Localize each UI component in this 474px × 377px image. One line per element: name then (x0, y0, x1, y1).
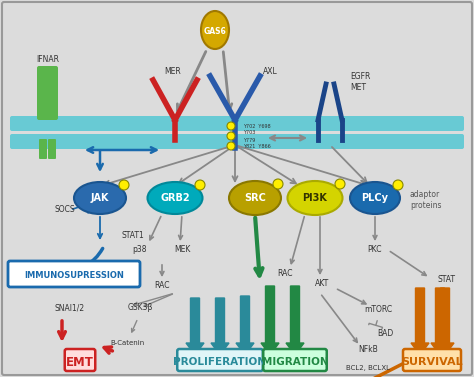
Circle shape (273, 179, 283, 189)
Circle shape (227, 132, 235, 140)
FancyBboxPatch shape (263, 349, 327, 371)
Text: PROLIFERATION: PROLIFERATION (173, 357, 266, 367)
FancyBboxPatch shape (403, 349, 461, 371)
Circle shape (227, 142, 235, 150)
FancyArrow shape (186, 298, 204, 355)
Text: PI3K: PI3K (302, 193, 328, 203)
Ellipse shape (201, 11, 229, 49)
Text: Y779: Y779 (243, 138, 255, 143)
Text: adaptor
proteins: adaptor proteins (410, 190, 441, 210)
Text: Y703: Y703 (243, 130, 255, 135)
Text: B-Catenin: B-Catenin (111, 340, 145, 346)
Text: EGFR
MET: EGFR MET (350, 72, 370, 92)
Circle shape (393, 180, 403, 190)
Text: SOCS: SOCS (55, 205, 76, 215)
Circle shape (195, 180, 205, 190)
Ellipse shape (288, 181, 343, 215)
FancyArrow shape (261, 286, 279, 355)
Text: mTORC: mTORC (364, 305, 392, 314)
Text: NFkB: NFkB (358, 345, 378, 354)
FancyArrow shape (236, 296, 254, 355)
Text: Y821  Y866: Y821 Y866 (243, 144, 271, 150)
Text: PLCy: PLCy (362, 193, 389, 203)
Text: SNAI1/2: SNAI1/2 (55, 303, 85, 313)
FancyBboxPatch shape (10, 116, 464, 131)
FancyArrow shape (436, 288, 454, 355)
Text: MER: MER (164, 67, 182, 77)
FancyArrow shape (431, 288, 449, 355)
Text: IFNAR: IFNAR (36, 55, 60, 64)
Text: STAT: STAT (438, 276, 456, 285)
FancyArrow shape (211, 298, 229, 355)
FancyBboxPatch shape (39, 139, 47, 159)
Text: GAS6: GAS6 (204, 28, 227, 37)
FancyArrow shape (286, 286, 304, 355)
Text: MIGRATION: MIGRATION (262, 357, 328, 367)
Ellipse shape (74, 182, 126, 214)
Text: Y702  Y698: Y702 Y698 (243, 124, 271, 129)
FancyArrow shape (411, 288, 429, 355)
Text: PKC: PKC (368, 245, 382, 254)
FancyBboxPatch shape (37, 66, 49, 120)
Text: GSK3β: GSK3β (128, 303, 154, 313)
Ellipse shape (229, 181, 281, 215)
Text: BCL2, BCLXL: BCL2, BCLXL (346, 365, 390, 371)
Ellipse shape (350, 182, 400, 214)
FancyBboxPatch shape (177, 349, 263, 371)
Circle shape (227, 122, 235, 130)
Text: BAD: BAD (377, 328, 393, 337)
FancyBboxPatch shape (48, 139, 56, 159)
Text: STAT1: STAT1 (122, 231, 145, 241)
Text: IMMUNOSUPRESSION: IMMUNOSUPRESSION (24, 271, 124, 279)
Text: JAK: JAK (91, 193, 109, 203)
Circle shape (335, 179, 345, 189)
Text: AXL: AXL (263, 67, 278, 77)
Text: RAC: RAC (277, 270, 293, 279)
Text: SURVIVAL: SURVIVAL (401, 357, 463, 367)
Ellipse shape (147, 182, 202, 214)
Text: EMT: EMT (66, 356, 94, 368)
Text: RAC: RAC (154, 282, 170, 291)
FancyBboxPatch shape (65, 349, 95, 371)
Text: GRB2: GRB2 (160, 193, 190, 203)
FancyBboxPatch shape (46, 66, 58, 120)
Text: p38: p38 (133, 245, 147, 254)
FancyBboxPatch shape (10, 134, 464, 149)
FancyBboxPatch shape (8, 261, 140, 287)
Text: SRC: SRC (244, 193, 266, 203)
Circle shape (119, 180, 129, 190)
Text: AKT: AKT (315, 279, 329, 288)
Text: MEK: MEK (174, 245, 190, 254)
